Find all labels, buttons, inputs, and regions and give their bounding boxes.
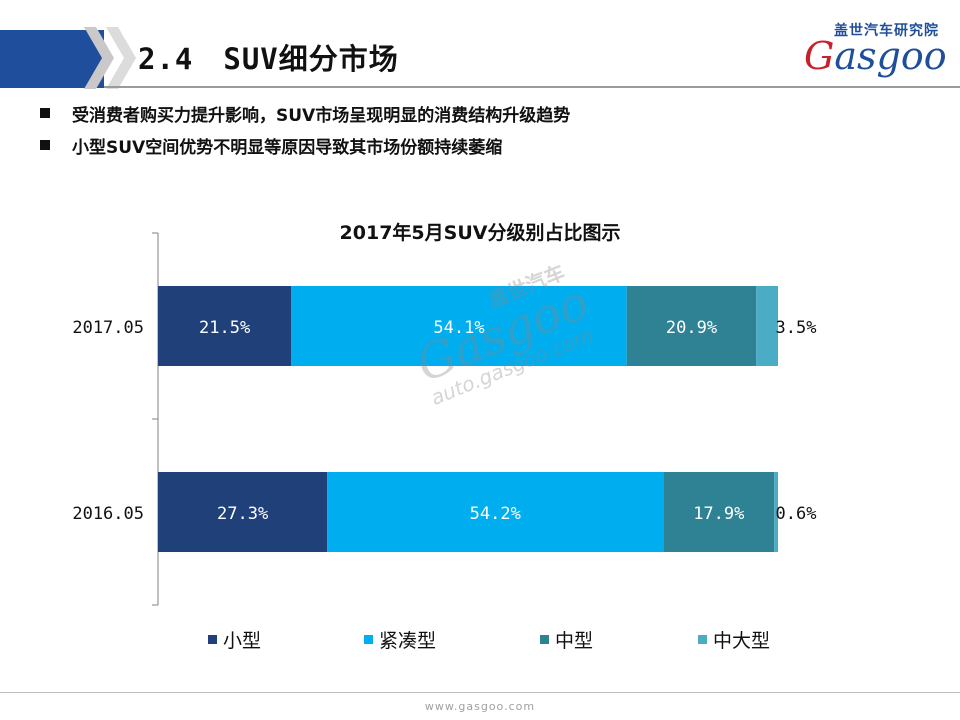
legend-swatch — [540, 635, 549, 644]
data-label: 3.5% — [776, 318, 817, 338]
header-divider — [104, 86, 960, 88]
legend-item: 小型 — [208, 626, 261, 653]
square-bullet-icon — [40, 108, 50, 118]
footer-url: www.gasgoo.com — [424, 700, 536, 713]
bullet-text: 受消费者购买力提升影响，SUV市场呈现明显的消费结构升级趋势 — [72, 105, 571, 126]
legend-item: 中型 — [540, 626, 593, 653]
category-label: 2017.05 — [72, 318, 144, 338]
bullet-item: 小型SUV空间优势不明显等原因导致其市场份额持续萎缩 — [40, 129, 570, 161]
data-label: 54.1% — [433, 318, 484, 338]
legend-swatch — [698, 635, 707, 644]
legend-swatch — [208, 635, 217, 644]
data-label: 54.2% — [470, 504, 521, 524]
legend-label: 紧凑型 — [379, 630, 437, 652]
footer-divider — [0, 692, 960, 693]
chart-title: 2017年5月SUV分级别占比图示 — [339, 222, 621, 244]
bar-segment — [158, 472, 328, 552]
bar-segment — [756, 286, 778, 366]
logo-en-text: Gasgoo — [804, 34, 947, 78]
logo-cn-text: 盖世汽车研究院 — [834, 23, 939, 39]
bullet-list: 受消费者购买力提升影响，SUV市场呈现明显的消费结构升级趋势 小型SUV空间优势… — [40, 97, 570, 161]
legend-label: 小型 — [223, 630, 262, 652]
data-label: 20.9% — [666, 318, 717, 338]
chevron-icon — [106, 27, 136, 89]
gasgoo-logo: 盖世汽车研究院 Gasgoo — [790, 20, 950, 82]
legend-item: 紧凑型 — [364, 626, 436, 653]
bar-segment — [158, 286, 292, 366]
bullet-text: 小型SUV空间优势不明显等原因导致其市场份额持续萎缩 — [72, 137, 503, 158]
square-bullet-icon — [40, 140, 50, 150]
bar-segment — [626, 286, 757, 366]
legend-item: 中大型 — [698, 626, 770, 653]
bar-segment — [327, 472, 664, 552]
data-label: 27.3% — [217, 504, 268, 524]
category-label: 2016.05 — [72, 504, 144, 524]
chart-legend: 小型 紧凑型 中型 中大型 — [0, 626, 960, 656]
bar-segment — [774, 472, 778, 552]
legend-swatch — [364, 635, 373, 644]
data-label: 0.6% — [776, 504, 817, 524]
logo-g-letter: G — [804, 34, 835, 78]
data-label: 17.9% — [693, 504, 744, 524]
header-accent-bar — [0, 30, 104, 88]
legend-label: 中大型 — [713, 630, 771, 652]
bullet-item: 受消费者购买力提升影响，SUV市场呈现明显的消费结构升级趋势 — [40, 97, 570, 129]
bar-segment — [291, 286, 627, 366]
data-label: 21.5% — [199, 318, 250, 338]
logo-rest-letters: asgoo — [834, 34, 947, 78]
legend-label: 中型 — [555, 630, 594, 652]
chevron-icon — [84, 27, 114, 89]
page-title: 2.4 SUV细分市场 — [138, 42, 399, 76]
bar-segment — [663, 472, 775, 552]
